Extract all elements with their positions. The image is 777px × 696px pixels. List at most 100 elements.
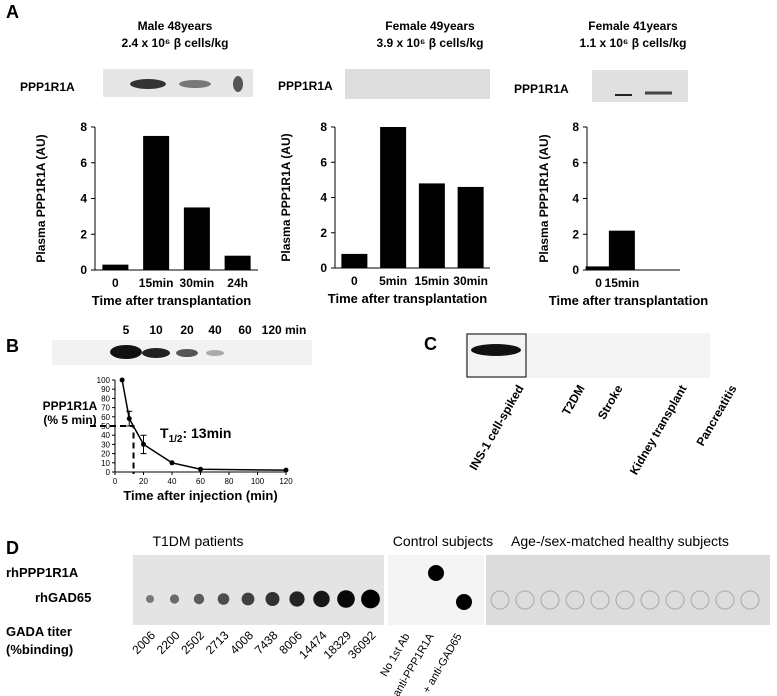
bar (143, 135, 170, 270)
y-tick-label: 2 (572, 227, 579, 241)
y-tick-label: 0 (320, 261, 327, 275)
chart-subtitle: 2.4 x 10⁶ β cells/kg (122, 36, 229, 50)
blot-box (466, 333, 527, 378)
x-tick-label: 15min (415, 274, 450, 288)
y-tick-label: 4 (320, 191, 327, 205)
bar (457, 186, 484, 268)
x-tick-label: 15min (605, 276, 640, 290)
y-tick-label: 90 (101, 385, 110, 394)
error-bar (140, 434, 147, 455)
x-tick-label: 0 (351, 274, 358, 288)
y-tick-label: 2 (320, 226, 327, 240)
lane-label: Stroke (595, 382, 626, 422)
y-tick-label: 30 (101, 440, 110, 449)
titer-label: (%binding) (6, 642, 73, 657)
y-axis-label: (% 5 min) (43, 413, 96, 427)
blot-label: 20 (180, 323, 194, 337)
panel-label: D (6, 538, 19, 558)
error-bar (126, 410, 133, 427)
x-tick-label: 0 (595, 276, 602, 290)
blot-label: PPP1R1A (20, 80, 75, 94)
panel-label: C (424, 334, 437, 354)
dot-blot (133, 555, 384, 625)
dot (715, 590, 735, 610)
y-tick-label: 100 (97, 376, 111, 385)
bar (418, 183, 445, 268)
y-tick-label: 40 (101, 431, 110, 440)
y-tick-label: 8 (80, 120, 87, 134)
blot-band (142, 348, 170, 358)
dot (337, 590, 355, 608)
dot (193, 593, 205, 605)
x-axis-label: Time after injection (min) (123, 488, 277, 503)
dot (428, 565, 444, 581)
annotation-sub: 1/2 (169, 434, 183, 445)
titer: 2713 (203, 628, 232, 657)
group-header: Age-/sex-matched healthy subjects (511, 533, 729, 549)
bar (341, 253, 368, 268)
y-tick-label: 60 (101, 413, 110, 422)
y-tick-label: 10 (101, 459, 110, 468)
point (169, 460, 175, 466)
chart-title: Female 41years (588, 19, 678, 33)
x-tick-label: 20 (139, 477, 148, 486)
dot (665, 590, 685, 610)
chart-title: Female 49years (385, 19, 475, 33)
y-tick-label: 2 (80, 227, 87, 241)
x-tick-label: 60 (196, 477, 205, 486)
blot-band (130, 79, 166, 89)
dot (361, 589, 380, 609)
bar (183, 207, 210, 270)
row-label: rhGAD65 (35, 590, 91, 605)
y-tick-label: 6 (80, 156, 87, 170)
blot-label: 40 (208, 323, 222, 337)
y-tick-label: 0 (106, 468, 111, 477)
chart-subtitle: 1.1 x 10⁶ β cells/kg (580, 36, 687, 50)
blot-label: 5 (123, 323, 130, 337)
dot (265, 592, 280, 606)
titer: 36092 (345, 628, 379, 662)
x-tick-label: 30min (180, 276, 215, 290)
x-tick-label: 80 (225, 477, 234, 486)
blot-label: PPP1R1A (514, 82, 569, 96)
y-axis-label: Plasma PPP1R1A (AU) (34, 134, 48, 262)
y-tick-label: 80 (101, 394, 110, 403)
blot (103, 69, 253, 97)
titer: 4008 (227, 628, 256, 657)
x-axis-label: Time after transplantation (92, 293, 251, 308)
bar (585, 266, 612, 270)
panel-label: B (6, 336, 19, 356)
dot (241, 592, 255, 606)
annotation: T1/2: 13min (160, 425, 231, 445)
point (198, 466, 203, 472)
dot (690, 590, 710, 610)
curve (121, 379, 287, 471)
dot (565, 590, 585, 610)
dot (313, 590, 330, 608)
x-tick-label: 120 (279, 477, 293, 486)
group-header: T1DM patients (152, 533, 243, 549)
dot (456, 594, 472, 610)
blot-band (206, 350, 224, 356)
dot (590, 590, 610, 610)
dot (169, 594, 180, 604)
point (283, 467, 289, 473)
titer: 2502 (178, 628, 207, 657)
y-tick-label: 0 (80, 263, 87, 277)
y-tick-label: 4 (572, 192, 579, 206)
bar (224, 255, 251, 270)
y-axis-label: Plasma PPP1R1A (AU) (279, 133, 293, 261)
y-axis-label: Plasma PPP1R1A (AU) (537, 134, 551, 262)
dot (146, 595, 154, 603)
blot (345, 69, 490, 99)
titer: 7438 (252, 628, 281, 657)
titer-label: GADA titer (6, 624, 72, 639)
bar (102, 264, 129, 270)
x-tick-label: 30min (453, 274, 488, 288)
x-tick-label: 100 (251, 477, 265, 486)
bar (380, 127, 407, 268)
blot-label: 60 (238, 323, 252, 337)
x-tick-label: 40 (168, 477, 177, 486)
blot-label: 120 min (262, 323, 307, 337)
